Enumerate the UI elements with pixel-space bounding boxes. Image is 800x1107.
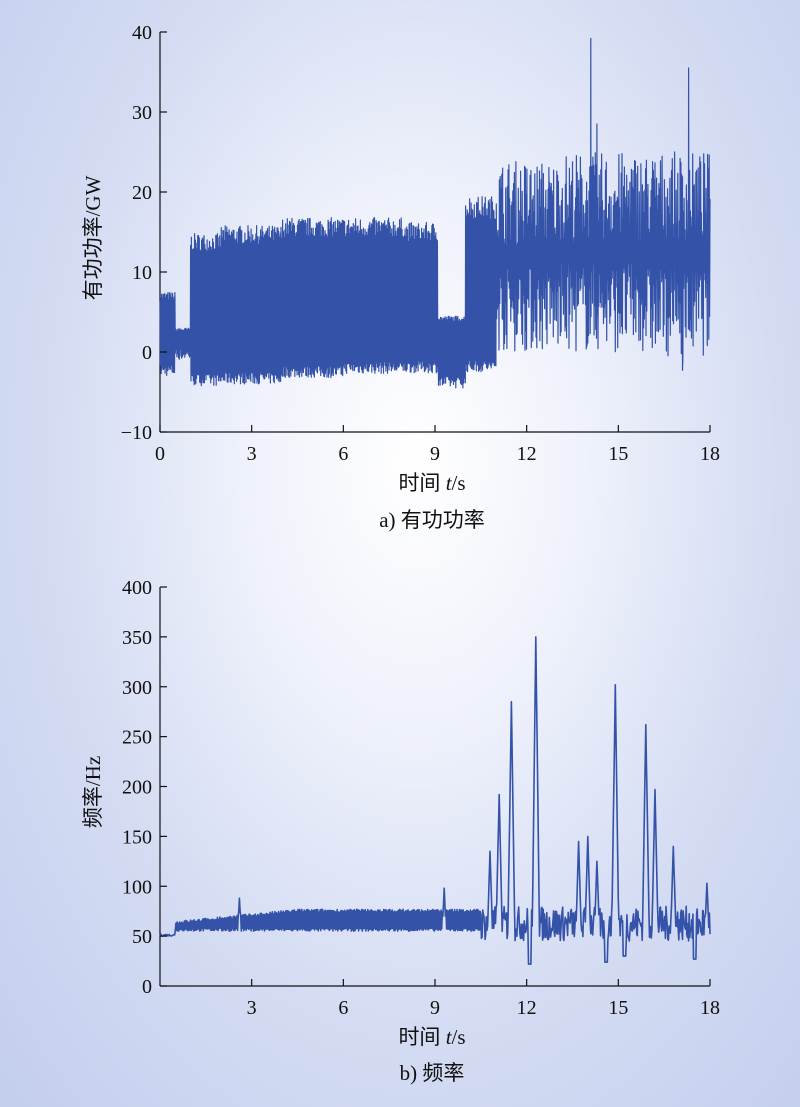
x-tick-label: 15 xyxy=(608,443,628,465)
panel-a-x-label: 时间 t/s xyxy=(398,471,465,495)
y-tick-label: 30 xyxy=(132,102,152,124)
panel-b-caption: b) 频率 xyxy=(400,1061,465,1085)
y-tick-label: 0 xyxy=(142,976,152,998)
panel-b-x-ticks: 3 6 9 12 15 18 xyxy=(247,979,720,1019)
y-tick-label: 250 xyxy=(122,727,152,749)
x-tick-label: 9 xyxy=(430,443,440,465)
y-tick-label: −10 xyxy=(121,422,152,444)
y-tick-label: 350 xyxy=(122,627,152,649)
y-tick-label: 400 xyxy=(122,577,152,599)
x-tick-label: 18 xyxy=(700,997,720,1019)
y-tick-label: 10 xyxy=(132,262,152,284)
y-tick-label: 100 xyxy=(122,876,152,898)
x-tick-label: 0 xyxy=(155,443,165,465)
y-tick-label: 300 xyxy=(122,677,152,699)
x-tick-label: 12 xyxy=(517,443,537,465)
panel-b-y-label: 频率/Hz xyxy=(81,756,105,828)
y-tick-label: 200 xyxy=(122,777,152,799)
panel-b-x-label-var: t xyxy=(446,1025,453,1049)
y-tick-label: 20 xyxy=(132,182,152,204)
x-tick-label: 18 xyxy=(700,443,720,465)
panel-b-x-label-unit: /s xyxy=(452,1025,466,1049)
y-tick-label: 150 xyxy=(122,826,152,848)
panel-a-y-label: 有功功率/GW xyxy=(81,175,105,300)
panel-a-y-ticks: −10 0 10 20 30 40 xyxy=(121,22,167,444)
x-tick-label: 3 xyxy=(247,997,257,1019)
panel-b: 0 50 100 150 200 250 300 350 400 3 6 9 12 15 18 频率/Hz… xyxy=(81,577,720,1085)
x-tick-label: 6 xyxy=(338,997,348,1019)
panel-b-x-label-prefix: 时间 xyxy=(398,1025,445,1049)
panel-a-caption: a) 有功功率 xyxy=(379,508,485,532)
x-tick-label: 15 xyxy=(608,997,628,1019)
x-tick-label: 6 xyxy=(338,443,348,465)
panel-a-series xyxy=(159,37,711,389)
panel-a-x-label-unit: /s xyxy=(452,471,466,495)
panel-a-x-ticks: 0 3 6 9 12 15 18 xyxy=(155,425,720,465)
x-tick-label: 9 xyxy=(430,997,440,1019)
panel-b-series xyxy=(159,636,711,965)
series-line xyxy=(159,636,711,965)
panel-a-x-label-prefix: 时间 xyxy=(398,471,445,495)
panel-b-x-label: 时间 t/s xyxy=(398,1025,465,1049)
y-tick-label: 40 xyxy=(132,22,152,44)
x-tick-label: 12 xyxy=(517,997,537,1019)
panel-a-x-label-var: t xyxy=(446,471,453,495)
series-line xyxy=(159,37,711,389)
y-tick-label: 0 xyxy=(142,342,152,364)
y-tick-label: 50 xyxy=(132,926,152,948)
panel-b-y-ticks: 0 50 100 150 200 250 300 350 400 xyxy=(122,577,167,998)
x-tick-label: 3 xyxy=(247,443,257,465)
